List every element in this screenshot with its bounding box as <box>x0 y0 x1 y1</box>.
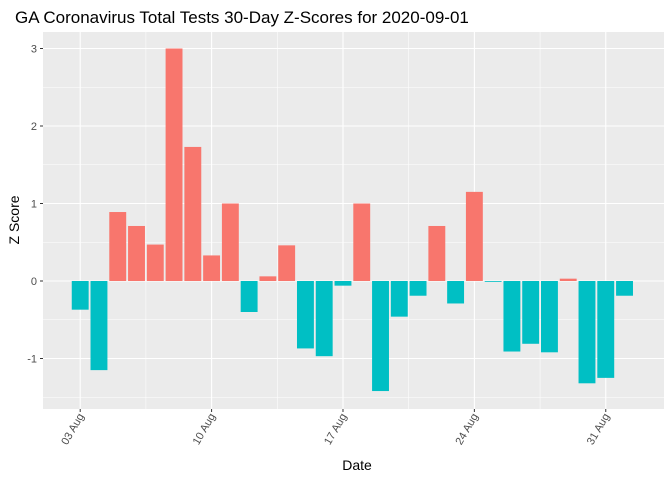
bar <box>465 191 483 281</box>
x-tick-label: 17 Aug <box>322 412 350 448</box>
bar <box>541 281 558 353</box>
bar <box>221 203 239 281</box>
bar <box>559 278 577 281</box>
chart-title: GA Coronavirus Total Tests 30-Day Z-Scor… <box>15 8 469 27</box>
y-axis-title: Z Score <box>6 195 22 244</box>
bar <box>447 281 465 304</box>
bar <box>372 281 389 392</box>
bar <box>90 281 108 371</box>
y-tick-label: 2 <box>31 121 37 133</box>
bar <box>296 281 314 349</box>
bar <box>522 281 540 344</box>
bar <box>578 281 596 384</box>
bar <box>390 281 408 317</box>
bar <box>597 281 615 378</box>
x-tick-label: 24 Aug <box>453 412 481 448</box>
y-tick-label: -1 <box>27 354 37 366</box>
x-tick-label: 03 Aug <box>59 412 87 448</box>
bar <box>353 203 371 281</box>
bar <box>240 281 258 312</box>
x-tick-label: 31 Aug <box>585 412 613 448</box>
y-tick-label: 0 <box>31 276 37 288</box>
x-axis-title: Date <box>342 457 372 473</box>
y-axis: -1 0 1 2 3 <box>27 44 43 366</box>
bar <box>259 276 277 281</box>
bars <box>71 48 633 392</box>
bar <box>203 255 221 281</box>
bar <box>71 281 89 310</box>
y-tick-label: 1 <box>31 199 37 211</box>
x-axis: 03 Aug 10 Aug 17 Aug 24 Aug 31 Aug <box>59 409 612 447</box>
bar <box>109 212 127 281</box>
bar <box>128 225 145 281</box>
y-tick-label: 3 <box>31 44 37 56</box>
x-tick-label: 10 Aug <box>191 412 219 448</box>
bar <box>484 281 502 282</box>
bar <box>146 244 164 281</box>
bar <box>315 281 333 357</box>
bar <box>409 281 427 296</box>
bar <box>616 281 633 296</box>
bar <box>278 245 296 281</box>
bar <box>184 146 202 281</box>
bar <box>503 281 521 352</box>
bar <box>334 281 352 286</box>
bar <box>165 48 183 281</box>
bar <box>428 225 446 281</box>
